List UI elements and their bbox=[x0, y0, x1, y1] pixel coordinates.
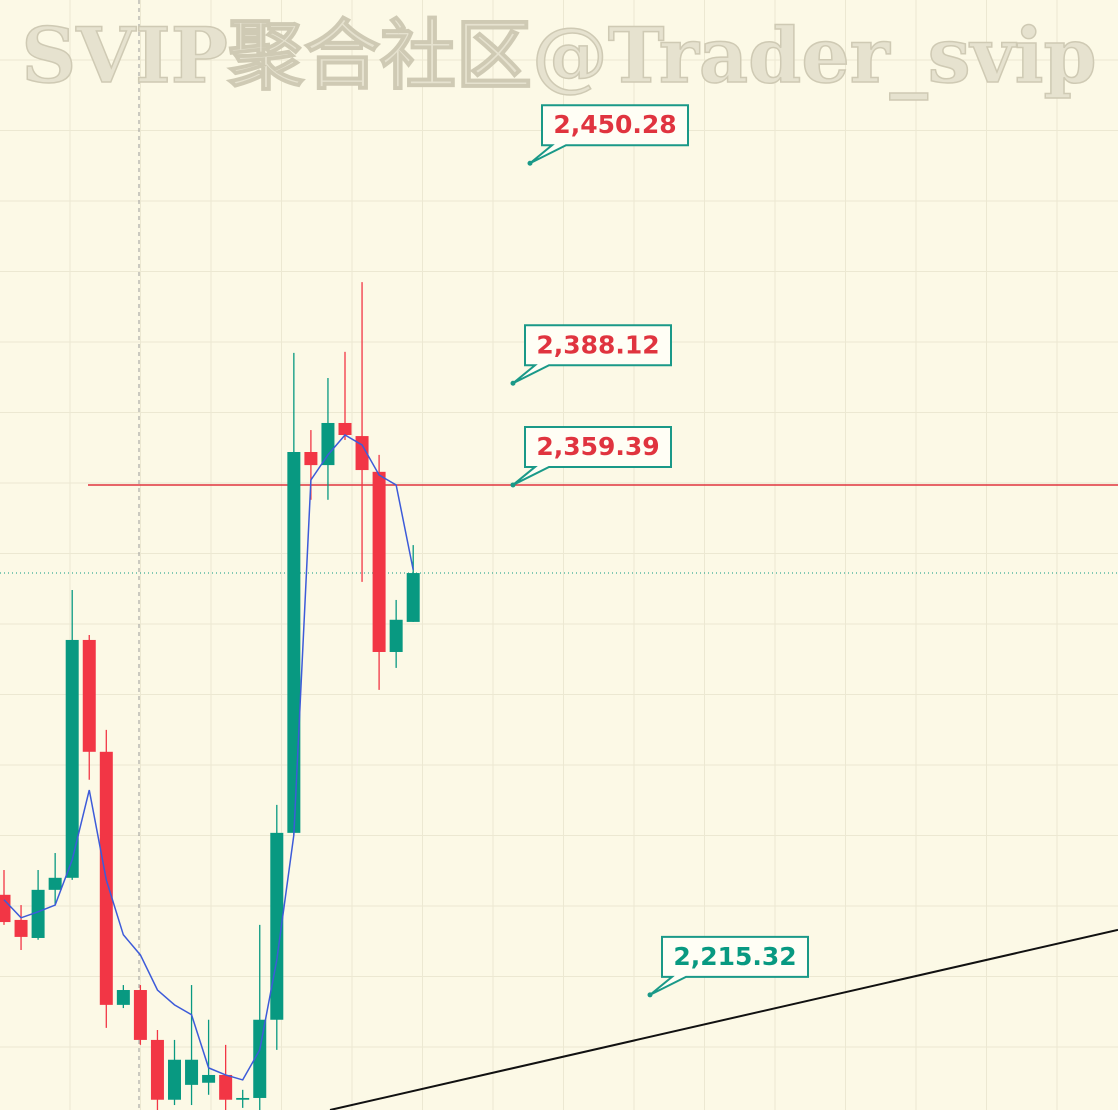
candle-body bbox=[406, 573, 420, 622]
annotation-point bbox=[527, 160, 533, 166]
candle-body bbox=[270, 832, 284, 1020]
annotation-label: 2,388.12 bbox=[536, 330, 659, 359]
candle-body bbox=[219, 1074, 233, 1100]
candle-body bbox=[355, 436, 369, 471]
candle-body bbox=[14, 919, 28, 937]
candle-body bbox=[133, 990, 147, 1040]
callout-box bbox=[649, 935, 809, 996]
annotation-label: 2,450.28 bbox=[553, 110, 676, 139]
candle-body bbox=[0, 894, 11, 923]
trendline bbox=[329, 928, 1118, 1110]
callout-box bbox=[512, 425, 672, 486]
annotation-point bbox=[510, 482, 516, 488]
annotation-point bbox=[647, 992, 653, 998]
candle-body bbox=[389, 619, 403, 652]
candle-body bbox=[202, 1074, 216, 1083]
candle-body bbox=[168, 1059, 181, 1100]
annotation-label: 2,215.32 bbox=[673, 942, 796, 971]
candle-body bbox=[321, 422, 335, 466]
candle-body bbox=[31, 889, 45, 938]
candle-body bbox=[338, 422, 352, 436]
candle-body bbox=[65, 639, 79, 878]
candle-body bbox=[236, 1097, 250, 1100]
candle-body bbox=[287, 451, 301, 833]
candle-body bbox=[304, 451, 318, 466]
candle-body bbox=[253, 1019, 267, 1098]
candle-body bbox=[48, 877, 62, 890]
callout-box bbox=[512, 324, 672, 385]
candle-body bbox=[150, 1039, 164, 1100]
callout-box bbox=[529, 104, 689, 165]
annotation-point bbox=[510, 380, 516, 386]
moving-average bbox=[3, 434, 414, 1081]
candle-body bbox=[372, 471, 386, 652]
annotation-label: 2,359.39 bbox=[536, 432, 659, 461]
candle-body bbox=[82, 639, 96, 752]
candle-body bbox=[185, 1059, 199, 1085]
watermark: SVIP聚合社区@Trader_svip bbox=[21, 11, 1096, 100]
candle-body bbox=[116, 990, 130, 1005]
